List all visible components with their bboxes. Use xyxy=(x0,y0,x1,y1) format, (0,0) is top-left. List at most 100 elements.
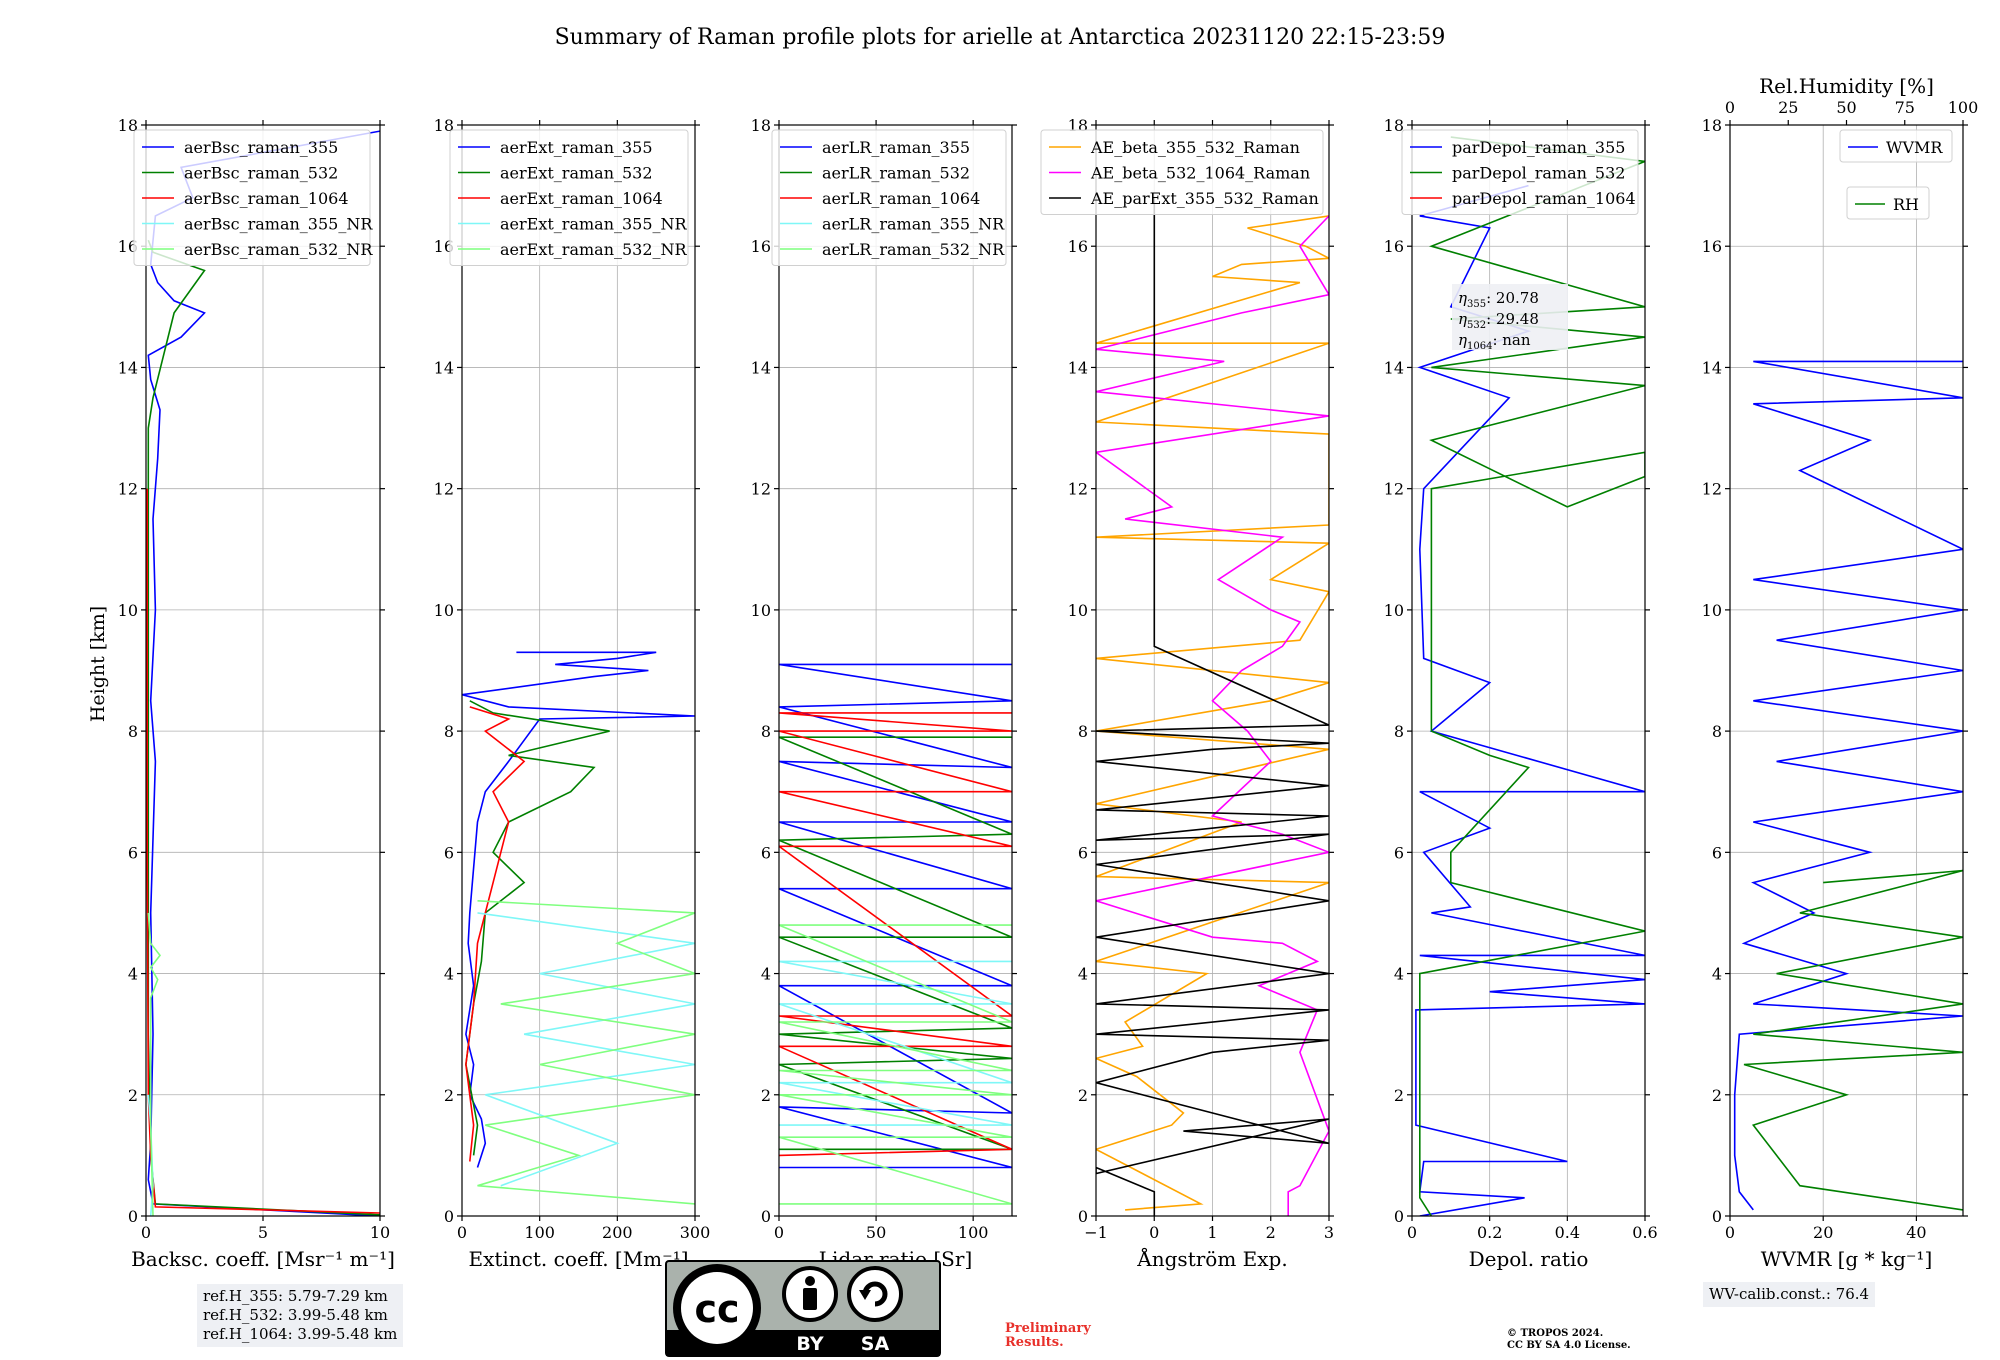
eta-subscript: 532 xyxy=(1467,320,1486,331)
series-aerLR_raman_355_NR xyxy=(779,960,1012,1126)
legend-box xyxy=(1846,186,1930,220)
x-tick-label: 0.6 xyxy=(1632,1223,1657,1242)
series-AE_beta_532_1064_Raman xyxy=(1096,215,1329,1216)
legend-label: parDepol_raman_1064 xyxy=(1452,189,1636,208)
y-tick-label: 4 xyxy=(761,965,771,984)
y-tick-label: 18 xyxy=(1384,116,1404,135)
x-axis-label: Ångström Exp. xyxy=(1136,1246,1287,1271)
legend-box xyxy=(1040,129,1324,215)
y-tick-label: 16 xyxy=(1068,237,1088,256)
y-tick-label: 6 xyxy=(1078,843,1088,862)
y-tick-label: 0 xyxy=(1078,1207,1088,1226)
panel-depol: 0 2 4 6 8 10 12 14 16 18 0 0.2 0.4 0.6 Depol. ratio par… xyxy=(1384,116,1658,1271)
legend-label: aerExt_raman_355_NR xyxy=(500,215,688,234)
x-tick-label: 0.2 xyxy=(1477,1223,1502,1242)
x-tick-label: 0 xyxy=(1725,1223,1735,1242)
y-tick-label: 6 xyxy=(128,843,138,862)
legend-box xyxy=(133,129,371,266)
legend-label: parDepol_raman_532 xyxy=(1452,164,1625,183)
y-tick-label: 8 xyxy=(1078,722,1088,741)
y-tick-label: 4 xyxy=(1712,965,1722,984)
eta-subscript: 1064 xyxy=(1467,341,1492,352)
y-tick-label: 0 xyxy=(761,1207,771,1226)
y-tick-label: 4 xyxy=(1394,965,1404,984)
y-tick-label: 4 xyxy=(444,965,454,984)
x-tick-label: 0.4 xyxy=(1555,1223,1580,1242)
copyright-line-1: © TROPOS 2024. xyxy=(1507,1328,1604,1339)
eta-value: : 20.78 xyxy=(1486,289,1539,307)
panel-ext: 0 2 4 6 8 10 12 14 16 18 0 100 200 300 Extinct. coeff.… xyxy=(434,116,711,1271)
y-tick-label: 10 xyxy=(434,601,454,620)
y-tick-label: 10 xyxy=(751,601,771,620)
eta-annotation-line: η1064: nan xyxy=(1458,331,1531,352)
x-axis-label: Extinct. coeff. [Mm⁻¹] xyxy=(468,1247,688,1271)
series-aerExt_raman_1064 xyxy=(465,706,526,1162)
preliminary-line-2: Results. xyxy=(1005,1335,1064,1350)
x-tick-label: 3 xyxy=(1324,1223,1334,1242)
y-tick-label: 0 xyxy=(444,1207,454,1226)
x-tick-label: 100 xyxy=(958,1223,989,1242)
x2-tick-label: 25 xyxy=(1778,98,1798,117)
series-aerBsc_raman_355 xyxy=(147,130,380,1216)
legend-label: aerBsc_raman_355 xyxy=(184,138,338,157)
y-tick-label: 18 xyxy=(1702,116,1722,135)
axes-frame xyxy=(1411,124,1646,1217)
legend-label: aerBsc_raman_355_NR xyxy=(184,215,373,234)
y-tick-label: 8 xyxy=(444,722,454,741)
series-group xyxy=(1096,197,1329,1216)
y-tick-label: 18 xyxy=(751,116,771,135)
legend-box xyxy=(1401,129,1639,215)
axes-frame xyxy=(461,124,696,1217)
y-tick-label: 4 xyxy=(128,965,138,984)
x-tick-label: 0 xyxy=(1407,1223,1417,1242)
x-tick-label: 2 xyxy=(1266,1223,1276,1242)
x-tick-label: 20 xyxy=(1813,1223,1833,1242)
copyright-line-2: CC BY SA 4.0 License. xyxy=(1507,1340,1631,1351)
x2-tick-label: 0 xyxy=(1725,98,1735,117)
y-tick-label: 0 xyxy=(1712,1207,1722,1226)
y-tick-label: 16 xyxy=(751,237,771,256)
series-group xyxy=(1733,360,1963,1211)
reference-height-box: ref.H_355: 5.79-7.29 km ref.H_532: 3.99-… xyxy=(197,1284,404,1347)
series-aerExt_raman_532_NR xyxy=(477,900,695,1205)
preliminary-results-note: Preliminary Results. xyxy=(1005,1322,1091,1350)
y-tick-label: 16 xyxy=(1702,237,1722,256)
y-tick-label: 2 xyxy=(1078,1086,1088,1105)
y-tick-label: 6 xyxy=(761,843,771,862)
series-WVMR xyxy=(1733,360,1963,1211)
legend-label: parDepol_raman_355 xyxy=(1452,138,1625,157)
y-tick-label: 18 xyxy=(118,116,138,135)
legend-box xyxy=(771,129,1007,266)
y-tick-label: 18 xyxy=(434,116,454,135)
eta-symbol: η xyxy=(1458,331,1467,349)
preliminary-line-1: Preliminary xyxy=(1005,1321,1091,1336)
y-tick-label: 8 xyxy=(761,722,771,741)
ref-height-532: ref.H_532: 3.99-5.48 km xyxy=(203,1306,388,1324)
eta-value: : nan xyxy=(1492,331,1530,349)
y-tick-label: 14 xyxy=(434,358,454,377)
x-tick-label: 0 xyxy=(457,1223,467,1242)
y-tick-label: 14 xyxy=(1068,358,1088,377)
cc-sa-label: SA xyxy=(861,1333,890,1355)
y-tick-label: 12 xyxy=(751,480,771,499)
y-tick-label: 12 xyxy=(434,480,454,499)
x-axis-label: Backsc. coeff. [Msr⁻¹ m⁻¹] xyxy=(131,1247,395,1271)
legend-label: aerLR_raman_1064 xyxy=(822,189,980,208)
axes-frame xyxy=(1729,124,1964,1217)
x-tick-label: 1 xyxy=(1207,1223,1217,1242)
x2-axis-label: Rel.Humidity [%] xyxy=(1759,74,1934,98)
y-tick-label: 2 xyxy=(444,1086,454,1105)
eta-value: : 29.48 xyxy=(1486,310,1539,328)
legend-label: aerExt_raman_355 xyxy=(500,138,653,157)
legend-label: aerLR_raman_532 xyxy=(822,164,970,183)
cc-by-label: BY xyxy=(796,1333,823,1355)
y-tick-label: 8 xyxy=(128,722,138,741)
legend-label: WVMR xyxy=(1886,138,1943,157)
legend-box xyxy=(1839,129,1953,163)
y-tick-label: 6 xyxy=(1394,843,1404,862)
y-tick-label: 8 xyxy=(1712,722,1722,741)
legend-label: aerBsc_raman_532 xyxy=(184,164,338,183)
y-tick-label: 0 xyxy=(128,1207,138,1226)
